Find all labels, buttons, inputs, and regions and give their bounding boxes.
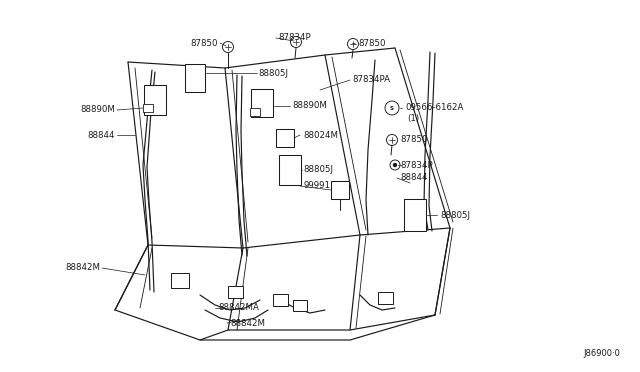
Bar — [185, 64, 205, 92]
Text: 88805J: 88805J — [258, 68, 288, 77]
Bar — [279, 155, 301, 185]
Text: 99991: 99991 — [303, 182, 330, 190]
Bar — [331, 181, 349, 199]
Bar — [143, 104, 153, 112]
Text: 88842M: 88842M — [230, 318, 265, 327]
Text: 09566-6162A: 09566-6162A — [405, 103, 463, 112]
Bar — [378, 292, 392, 304]
Bar — [404, 199, 426, 231]
Text: 87850: 87850 — [191, 38, 218, 48]
Text: J86900·0: J86900·0 — [583, 349, 620, 358]
Bar — [251, 89, 273, 117]
Bar — [144, 85, 166, 115]
Text: (1): (1) — [407, 113, 419, 122]
Bar — [293, 299, 307, 311]
Text: 88844: 88844 — [400, 173, 428, 183]
Text: 87834P: 87834P — [400, 160, 433, 170]
Bar — [227, 286, 243, 298]
Text: 88844: 88844 — [88, 131, 115, 140]
Text: 88842M: 88842M — [65, 263, 100, 273]
Text: 88890M: 88890M — [292, 102, 327, 110]
Text: 88024M: 88024M — [303, 131, 338, 140]
Circle shape — [394, 164, 397, 167]
Text: 87850: 87850 — [358, 38, 385, 48]
Text: 88890M: 88890M — [80, 106, 115, 115]
Text: 87834PA: 87834PA — [352, 76, 390, 84]
Text: 88842MA: 88842MA — [218, 304, 259, 312]
Text: 87834P: 87834P — [278, 32, 310, 42]
Text: 87850: 87850 — [400, 135, 428, 144]
Bar — [171, 273, 189, 288]
Text: S: S — [390, 106, 394, 110]
Bar — [250, 108, 260, 116]
Bar — [276, 129, 294, 147]
Text: 88805J: 88805J — [303, 166, 333, 174]
Bar — [273, 294, 287, 306]
Text: 88805J: 88805J — [440, 211, 470, 219]
